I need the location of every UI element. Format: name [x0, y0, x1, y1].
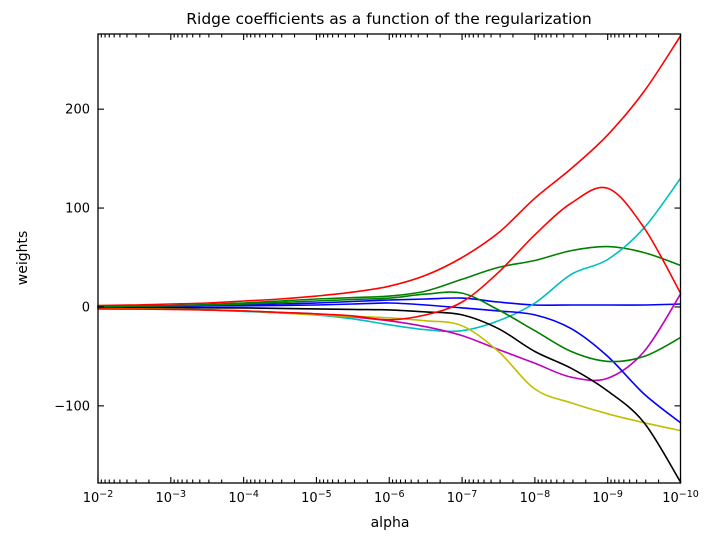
y-axis-tick-label: −100	[54, 399, 90, 414]
y-axis-tick-label: 200	[65, 103, 90, 118]
curve-coef_3	[97, 35, 682, 307]
x-axis-tick-label: 10−7	[447, 489, 478, 506]
curve-coef_10	[97, 186, 682, 321]
y-axis-tick-label: 100	[65, 202, 90, 217]
x-axis-tick-label: 10−8	[520, 489, 551, 506]
chart-title: Ridge coefficients as a function of the …	[186, 10, 591, 28]
x-axis-tick-label: 10−4	[228, 489, 259, 506]
curve-coef_9	[97, 291, 682, 363]
x-axis-tick-label: 10−6	[374, 489, 405, 506]
x-axis-tick-label: 10−3	[156, 489, 187, 506]
x-axis-tick-label: 10−5	[301, 489, 332, 506]
curve-coef_6	[97, 307, 682, 432]
x-axis-tick-label: 10−9	[592, 489, 623, 506]
curve-coef_7	[97, 306, 682, 483]
y-axis-label: weights	[15, 231, 31, 286]
x-axis-tick-label: 10−2	[83, 489, 114, 506]
x-axis-tick-label: 10−10	[662, 489, 699, 506]
y-axis-tick-label: 0	[82, 300, 90, 315]
curve-coef_8	[97, 302, 682, 424]
plot-area: 10−2 10−3 10−4 10−5 10−6 10−7 10−8 10−9 10−10 −10…	[54, 33, 699, 506]
curves	[97, 35, 682, 483]
axes-frame	[97, 33, 682, 484]
x-axis-label: alpha	[371, 515, 410, 531]
